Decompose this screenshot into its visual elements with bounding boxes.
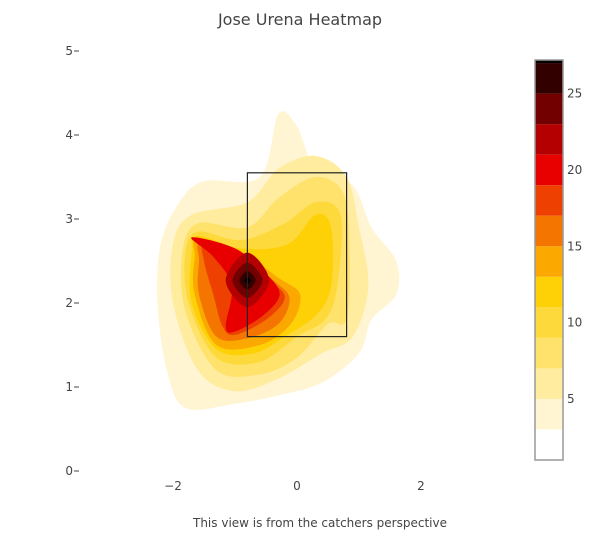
colorbar-band [535,215,563,247]
x-axis: −2 0 2 [164,479,425,493]
y-tick-label: 3 [65,212,73,226]
y-axis: 0 1 2 3 4 5 [65,44,79,478]
colorbar-band [535,337,563,369]
colorbar: 5 10 15 20 25 [534,59,582,461]
colorbar-band [535,368,563,399]
y-tick-label: 0 [65,464,73,478]
colorbar-tick-label: 10 [567,316,582,330]
colorbar-tick-label: 15 [567,239,582,253]
x-tick-label: 0 [293,479,301,493]
y-tick-label: 5 [65,44,73,58]
colorbar-band [535,60,563,64]
y-tick-label: 1 [65,380,73,394]
colorbar-band [535,398,563,430]
y-tick-label: 2 [65,296,73,310]
colorbar-outline [534,59,564,461]
colorbar-band [535,93,563,125]
colorbar-band [535,185,563,216]
colorbar-tick-label: 5 [567,392,575,406]
contour-layer [157,111,400,411]
colorbar-band [535,307,563,338]
colorbar-band [535,246,563,277]
colorbar-band [535,276,563,308]
colorbar-band [535,429,563,460]
colorbar-band [535,124,563,155]
strike-zone [246,172,348,338]
x-tick-label: 2 [417,479,425,493]
y-tick-label: 4 [65,128,73,142]
colorbar-tick-label: 20 [567,163,582,177]
colorbar-tick-label: 25 [567,87,582,101]
perspective-annotation: This view is from the catchers perspecti… [192,516,447,530]
colorbar-band [535,154,563,186]
x-tick-label: −2 [164,479,182,493]
chart-title: Jose Urena Heatmap [217,10,382,29]
colorbar-band [535,63,563,94]
